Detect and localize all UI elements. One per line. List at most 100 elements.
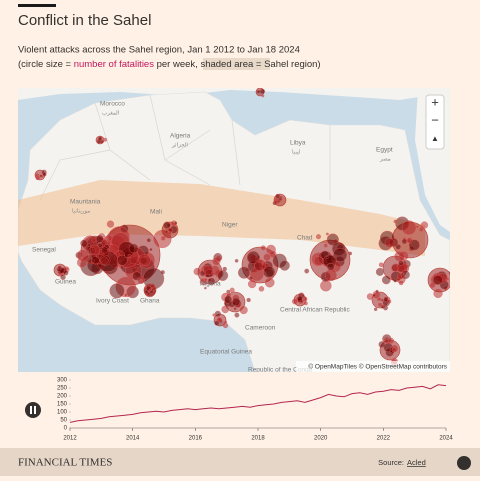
hotspot bbox=[35, 175, 40, 181]
hotspot bbox=[375, 289, 379, 293]
fullscreen-button[interactable] bbox=[457, 456, 471, 470]
attribution-bg bbox=[296, 361, 450, 372]
hotspot bbox=[384, 238, 395, 248]
country-label: Morocco bbox=[100, 101, 125, 108]
hotspot bbox=[146, 292, 151, 296]
attribution[interactable]: © OpenMapTiles © OpenStreetMap contribut… bbox=[308, 363, 447, 371]
y-tick-label: 0 bbox=[64, 426, 68, 432]
hotspot bbox=[99, 139, 104, 144]
subtitle: (circle size = number of fatalities per … bbox=[18, 59, 321, 70]
country-label: Mali bbox=[150, 209, 162, 216]
hotspot bbox=[234, 312, 240, 318]
hotspot bbox=[279, 260, 290, 271]
x-tick-label: 2022 bbox=[377, 436, 391, 442]
hotspot bbox=[366, 293, 374, 300]
hotspot bbox=[325, 255, 329, 259]
country-label: Chad bbox=[297, 235, 313, 242]
hotspot bbox=[279, 195, 283, 199]
pause-button[interactable] bbox=[25, 402, 41, 418]
hotspot bbox=[165, 230, 169, 234]
hotspot bbox=[394, 251, 405, 262]
hotspot bbox=[324, 269, 337, 282]
hotspot bbox=[217, 270, 229, 281]
sahel-area bbox=[18, 180, 425, 256]
hotspot bbox=[77, 249, 89, 262]
hotspot bbox=[91, 256, 100, 265]
hotspot bbox=[234, 259, 239, 263]
hotspot bbox=[214, 310, 221, 317]
hotspot bbox=[116, 254, 128, 266]
hotspot bbox=[57, 265, 62, 270]
hotspot bbox=[393, 279, 397, 283]
hotspot bbox=[232, 297, 241, 306]
country-label: Libya bbox=[290, 140, 306, 147]
y-tick-label: 250 bbox=[57, 386, 68, 392]
footer bbox=[0, 448, 480, 476]
borders bbox=[39, 94, 331, 201]
hotspot bbox=[101, 246, 108, 254]
country-label: Cameroon bbox=[245, 325, 276, 332]
hotspot bbox=[373, 307, 378, 312]
hotspot bbox=[214, 320, 220, 326]
hotspot bbox=[326, 263, 335, 271]
zoom-in[interactable]: + bbox=[431, 94, 439, 109]
hotspot bbox=[448, 271, 450, 275]
x-tick-label: 2020 bbox=[314, 436, 328, 442]
hotspot bbox=[239, 306, 248, 315]
hotspot bbox=[383, 305, 388, 311]
hotspot bbox=[233, 307, 237, 311]
hotspot bbox=[263, 253, 271, 261]
hotspot bbox=[387, 299, 392, 304]
subtitle-area: shaded area bbox=[200, 59, 254, 70]
zoom-out[interactable]: − bbox=[431, 112, 439, 127]
hotspot bbox=[292, 298, 298, 305]
country-label: Ghana bbox=[140, 298, 160, 305]
hotspot bbox=[226, 289, 231, 294]
hotspot bbox=[224, 295, 233, 304]
subtitle-part: = Sahel region) bbox=[253, 59, 320, 70]
hotspot bbox=[138, 253, 151, 267]
hotspot bbox=[378, 302, 383, 307]
hotspot bbox=[204, 286, 207, 290]
hotspot bbox=[160, 236, 166, 241]
hotspot bbox=[42, 172, 47, 177]
hotspot bbox=[163, 221, 171, 229]
hotspot bbox=[261, 94, 265, 98]
subtitle: Violent attacks across the Sahel region,… bbox=[18, 45, 300, 56]
hotspot bbox=[65, 267, 69, 270]
hotspot bbox=[449, 271, 450, 274]
hotspot bbox=[229, 287, 235, 293]
map[interactable]: Morocco المغرب Algeria الجزائر Libya ليب… bbox=[18, 88, 452, 374]
country-label: الجزائر bbox=[171, 141, 188, 148]
y-tick-label: 300 bbox=[57, 378, 68, 384]
hotspot bbox=[60, 274, 66, 280]
hotspot bbox=[401, 220, 417, 235]
shade-swatch bbox=[203, 58, 270, 70]
country-label: Ivory Coast bbox=[96, 298, 129, 305]
hotspot bbox=[109, 283, 125, 299]
hotspot bbox=[395, 244, 401, 250]
hotspot bbox=[222, 322, 229, 329]
hotspot bbox=[398, 260, 404, 266]
hotspot bbox=[128, 243, 139, 254]
source-link[interactable]: Acled bbox=[407, 458, 426, 467]
hotspot bbox=[433, 288, 443, 298]
hotspot bbox=[415, 225, 419, 229]
hotspot bbox=[224, 320, 228, 324]
country-label: Guinea bbox=[55, 279, 76, 286]
hotspot bbox=[149, 247, 153, 252]
source-label: Source: bbox=[378, 458, 404, 467]
x-tick-label: 2018 bbox=[251, 436, 265, 442]
title: Conflict in the Sahel bbox=[18, 12, 151, 29]
hotspot bbox=[380, 298, 384, 302]
hotspot bbox=[259, 88, 266, 94]
hotspot bbox=[326, 233, 339, 246]
hotspot bbox=[299, 299, 303, 303]
hotspot bbox=[419, 227, 424, 232]
compass[interactable]: ▲ bbox=[431, 134, 439, 143]
brand: FINANCIAL TIMES bbox=[18, 457, 112, 469]
hotspot bbox=[300, 292, 304, 296]
europe bbox=[18, 88, 450, 100]
country-label: ليبيا bbox=[292, 148, 301, 155]
